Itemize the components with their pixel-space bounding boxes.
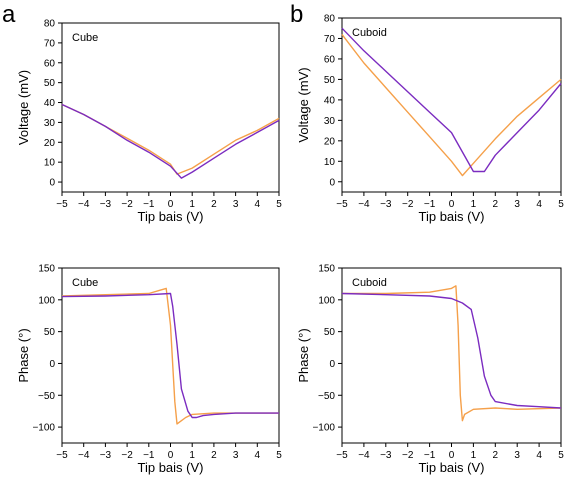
- chart-4-y-axis-label: Phase (°): [296, 328, 311, 382]
- chart-3-title: Cube: [72, 277, 98, 289]
- chart-1-y-tick-label: 0: [49, 178, 55, 189]
- chart-2-title: Cuboid: [352, 27, 387, 39]
- chart-2-y-tick-label: 0: [329, 177, 335, 188]
- chart-3-y-tick-label: 150: [38, 264, 55, 275]
- chart-1-x-tick-label: 2: [211, 199, 217, 210]
- chart-1-x-tick-label: −4: [78, 199, 90, 210]
- chart-2-x-tick-label: 0: [449, 199, 455, 210]
- chart-2-frame: [341, 17, 562, 193]
- chart-4-x-tick-label: 1: [471, 450, 477, 461]
- chart-4-x-tick-label: −1: [424, 450, 436, 461]
- chart-2-y-tick-label: 40: [324, 95, 336, 106]
- chart-1-x-tick-label: 3: [233, 199, 239, 210]
- chart-4-x-tick-label: −3: [380, 450, 392, 461]
- chart-3-x-axis-label: Tip bais (V): [138, 460, 204, 475]
- chart-4-x-tick-label: −2: [402, 450, 414, 461]
- chart-2-x-tick-label: 5: [558, 199, 564, 210]
- chart-2-x-tick-label: −4: [358, 199, 370, 210]
- chart-4-y-tick-label: −50: [318, 391, 335, 402]
- chart-3-series-1-line: [61, 287, 279, 425]
- chart-1-x-tick-label: 1: [189, 199, 195, 210]
- chart-4-x-tick-label: −5: [336, 450, 348, 461]
- chart-3-y-tick-label: 100: [38, 295, 55, 306]
- chart-3-y-tick-label: 0: [49, 359, 55, 370]
- chart-2-x-axis-label: Tip bais (V): [419, 209, 485, 224]
- chart-1-x-tick-label: −2: [121, 199, 133, 210]
- chart-1-panel-label: a: [2, 1, 16, 28]
- chart-2-x-tick-label: 3: [514, 199, 520, 210]
- chart-2-y-tick-label: 50: [324, 75, 336, 86]
- chart-3-y-tick-label: −100: [32, 423, 55, 434]
- chart-3-y-tick-label: −50: [38, 391, 55, 402]
- chart-1-x-tick-label: 5: [276, 199, 282, 210]
- chart-3-x-tick-label: −4: [78, 450, 90, 461]
- chart-2-y-tick-label: 70: [324, 34, 336, 45]
- chart-2-series-2-line: [341, 27, 562, 173]
- chart-3-x-tick-label: 5: [276, 450, 282, 461]
- chart-4-y-tick-label: 150: [318, 264, 335, 275]
- chart-4-y-tick-label: 100: [318, 295, 335, 306]
- chart-1-x-tick-label: 4: [255, 199, 261, 210]
- chart-4-y-tick-label: 0: [329, 359, 335, 370]
- chart-3-x-tick-label: 1: [189, 450, 195, 461]
- chart-4-y-tick-label: 50: [324, 327, 336, 338]
- chart-4-x-tick-label: 0: [449, 450, 455, 461]
- chart-4-title: Cuboid: [352, 277, 387, 289]
- chart-2-y-tick-label: 20: [324, 136, 336, 147]
- chart-1-x-tick-label: 0: [168, 199, 174, 210]
- chart-3-x-tick-label: 3: [233, 450, 239, 461]
- chart-3-x-tick-label: −1: [143, 450, 155, 461]
- chart-1-y-tick-label: 80: [44, 19, 56, 30]
- chart-2-y-axis-label: Voltage (mV): [296, 67, 311, 142]
- chart-3-x-tick-label: −3: [100, 450, 112, 461]
- chart-4-x-tick-label: 3: [514, 450, 520, 461]
- chart-4-x-tick-label: 5: [558, 450, 564, 461]
- chart-1-x-tick-label: −3: [100, 199, 112, 210]
- chart-2-panel-label: b: [290, 1, 303, 28]
- chart-1-y-tick-label: 40: [44, 98, 56, 109]
- chart-2-x-tick-label: −2: [402, 199, 414, 210]
- chart-1-x-tick-label: −1: [143, 199, 155, 210]
- chart-2-y-tick-label: 10: [324, 157, 336, 168]
- chart-2-x-tick-label: −1: [424, 199, 436, 210]
- chart-1-series-2-line: [61, 103, 280, 179]
- chart-2-series-1-line: [341, 33, 562, 177]
- chart-3-x-tick-label: −5: [56, 450, 68, 461]
- chart-4-x-tick-label: 4: [536, 450, 542, 461]
- chart-2-x-tick-label: 4: [536, 199, 542, 210]
- chart-2-x-tick-label: 2: [493, 199, 499, 210]
- chart-1-y-tick-label: 60: [44, 58, 56, 69]
- chart-3-y-tick-label: 50: [44, 327, 56, 338]
- chart-2-y-tick-label: 30: [324, 116, 336, 127]
- chart-1-y-tick-label: 50: [44, 78, 56, 89]
- chart-1-y-tick-label: 30: [44, 118, 56, 129]
- chart-4-series-2-line: [341, 292, 562, 409]
- chart-1-y-tick-label: 20: [44, 138, 56, 149]
- chart-4-x-tick-label: 2: [493, 450, 499, 461]
- chart-2-y-tick-label: 80: [324, 14, 336, 25]
- chart-4-y-tick-label: −100: [312, 423, 335, 434]
- chart-1-y-tick-label: 10: [44, 158, 56, 169]
- chart-1-y-tick-label: 70: [44, 38, 56, 49]
- chart-3-x-tick-label: 0: [168, 450, 174, 461]
- chart-2-y-tick-label: 60: [324, 54, 336, 65]
- chart-4-x-axis-label: Tip bais (V): [419, 460, 485, 475]
- chart-3-series-2-line: [61, 292, 279, 419]
- chart-3-x-tick-label: −2: [121, 450, 133, 461]
- chart-1-y-axis-label: Voltage (mV): [16, 70, 31, 145]
- chart-3-x-tick-label: 4: [255, 450, 261, 461]
- chart-2-x-tick-label: 1: [471, 199, 477, 210]
- chart-4-series-1-line: [342, 285, 562, 422]
- chart-1-x-tick-label: −5: [56, 199, 68, 210]
- chart-4-x-tick-label: −4: [358, 450, 370, 461]
- chart-1-series-1-line: [61, 103, 280, 175]
- chart-1-title: Cube: [72, 32, 98, 44]
- chart-2-x-tick-label: −3: [380, 199, 392, 210]
- chart-1-x-axis-label: Tip bais (V): [138, 209, 204, 224]
- chart-2-x-tick-label: −5: [336, 199, 348, 210]
- chart-3-y-axis-label: Phase (°): [16, 328, 31, 382]
- chart-3-x-tick-label: 2: [211, 450, 217, 461]
